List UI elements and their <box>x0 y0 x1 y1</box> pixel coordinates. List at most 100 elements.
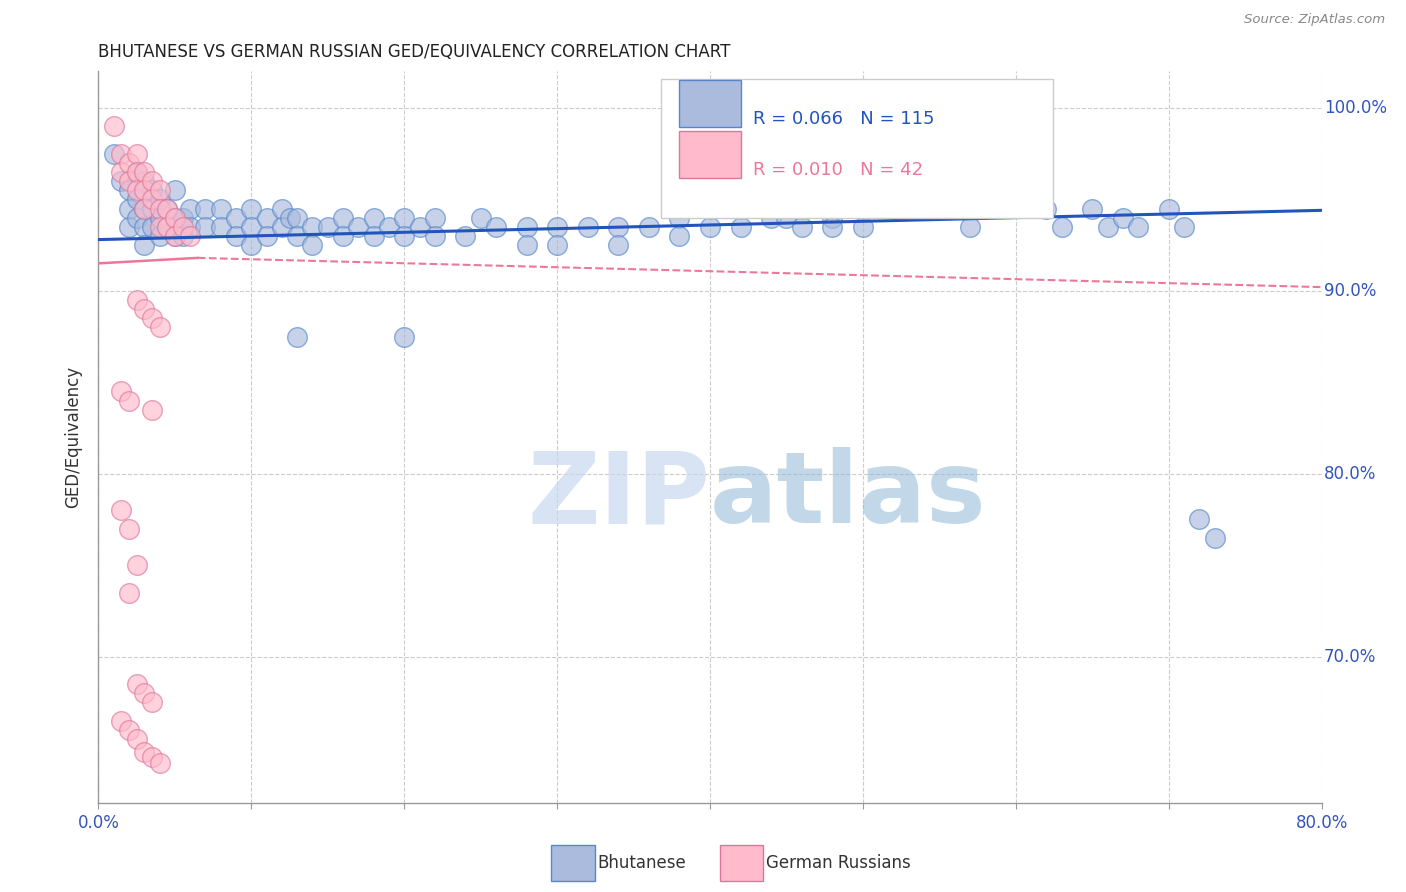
Point <box>209 219 232 234</box>
Point <box>285 329 308 343</box>
Point <box>134 202 156 216</box>
Point <box>110 165 132 179</box>
Point <box>270 202 292 216</box>
Point <box>125 183 148 197</box>
Point <box>134 238 156 252</box>
Point <box>852 202 875 216</box>
Point <box>821 211 844 225</box>
Point <box>699 219 721 234</box>
Y-axis label: GED/Equivalency: GED/Equivalency <box>65 366 83 508</box>
Point <box>775 211 797 225</box>
Point <box>149 756 172 770</box>
Point <box>103 146 125 161</box>
Point <box>516 219 538 234</box>
Point <box>118 723 141 737</box>
Point <box>1081 202 1104 216</box>
Point <box>278 211 301 225</box>
Point <box>668 228 690 243</box>
Point <box>141 311 163 326</box>
Point <box>125 165 148 179</box>
Point <box>110 503 132 517</box>
Point <box>125 193 148 207</box>
Point <box>759 183 782 197</box>
Point <box>852 183 875 197</box>
Point <box>990 146 1012 161</box>
Point <box>454 228 477 243</box>
Point <box>125 146 148 161</box>
FancyBboxPatch shape <box>679 79 741 128</box>
Point <box>110 146 132 161</box>
Text: 80.0%: 80.0% <box>1295 814 1348 831</box>
Point <box>1157 202 1180 216</box>
Text: 100.0%: 100.0% <box>1324 99 1388 117</box>
Point <box>240 202 263 216</box>
Point <box>392 228 416 243</box>
Point <box>163 183 186 197</box>
Point <box>546 238 568 252</box>
Point <box>141 183 163 197</box>
Point <box>392 329 416 343</box>
Point <box>156 219 179 234</box>
Text: 0.0%: 0.0% <box>77 814 120 831</box>
Point <box>316 219 339 234</box>
Point <box>125 165 148 179</box>
Point <box>1097 219 1119 234</box>
Point <box>1004 165 1026 179</box>
Point <box>928 202 950 216</box>
Point <box>118 155 141 169</box>
Text: Bhutanese: Bhutanese <box>598 854 686 871</box>
Point <box>1173 219 1195 234</box>
Point <box>974 202 997 216</box>
Point <box>149 320 172 334</box>
Text: Source: ZipAtlas.com: Source: ZipAtlas.com <box>1244 13 1385 27</box>
Point <box>883 174 905 188</box>
Point <box>156 219 179 234</box>
Point <box>423 228 446 243</box>
Point <box>172 219 194 234</box>
Point <box>668 211 690 225</box>
Point <box>1128 219 1150 234</box>
Point <box>141 219 163 234</box>
Point <box>423 211 446 225</box>
Point <box>240 238 263 252</box>
Point <box>301 219 323 234</box>
Point <box>285 211 308 225</box>
Point <box>134 686 156 700</box>
Point <box>134 745 156 759</box>
Point <box>256 228 278 243</box>
Point <box>209 202 232 216</box>
Point <box>1204 531 1226 545</box>
Point <box>110 384 132 399</box>
Point <box>759 211 782 225</box>
Point <box>240 219 263 234</box>
Point <box>149 211 172 225</box>
Point <box>699 202 721 216</box>
Text: R = 0.066   N = 115: R = 0.066 N = 115 <box>752 110 935 128</box>
Point <box>149 228 172 243</box>
Point <box>125 731 148 746</box>
Point <box>194 202 217 216</box>
Point <box>363 228 385 243</box>
Point <box>959 219 981 234</box>
Text: 90.0%: 90.0% <box>1324 282 1376 300</box>
Point <box>134 174 156 188</box>
Point <box>347 219 370 234</box>
Point <box>149 193 172 207</box>
Point <box>163 228 186 243</box>
Point <box>163 211 186 225</box>
Text: German Russians: German Russians <box>766 854 911 871</box>
Point <box>1188 512 1211 526</box>
Point <box>378 219 401 234</box>
Point <box>141 750 163 764</box>
Point <box>118 219 141 234</box>
Point <box>141 402 163 417</box>
Point <box>270 219 292 234</box>
Point <box>163 211 186 225</box>
Point <box>730 219 752 234</box>
Point <box>485 219 508 234</box>
Point <box>194 219 217 234</box>
Point <box>332 228 354 243</box>
Point <box>110 174 132 188</box>
Point <box>332 211 354 225</box>
Point <box>790 202 813 216</box>
